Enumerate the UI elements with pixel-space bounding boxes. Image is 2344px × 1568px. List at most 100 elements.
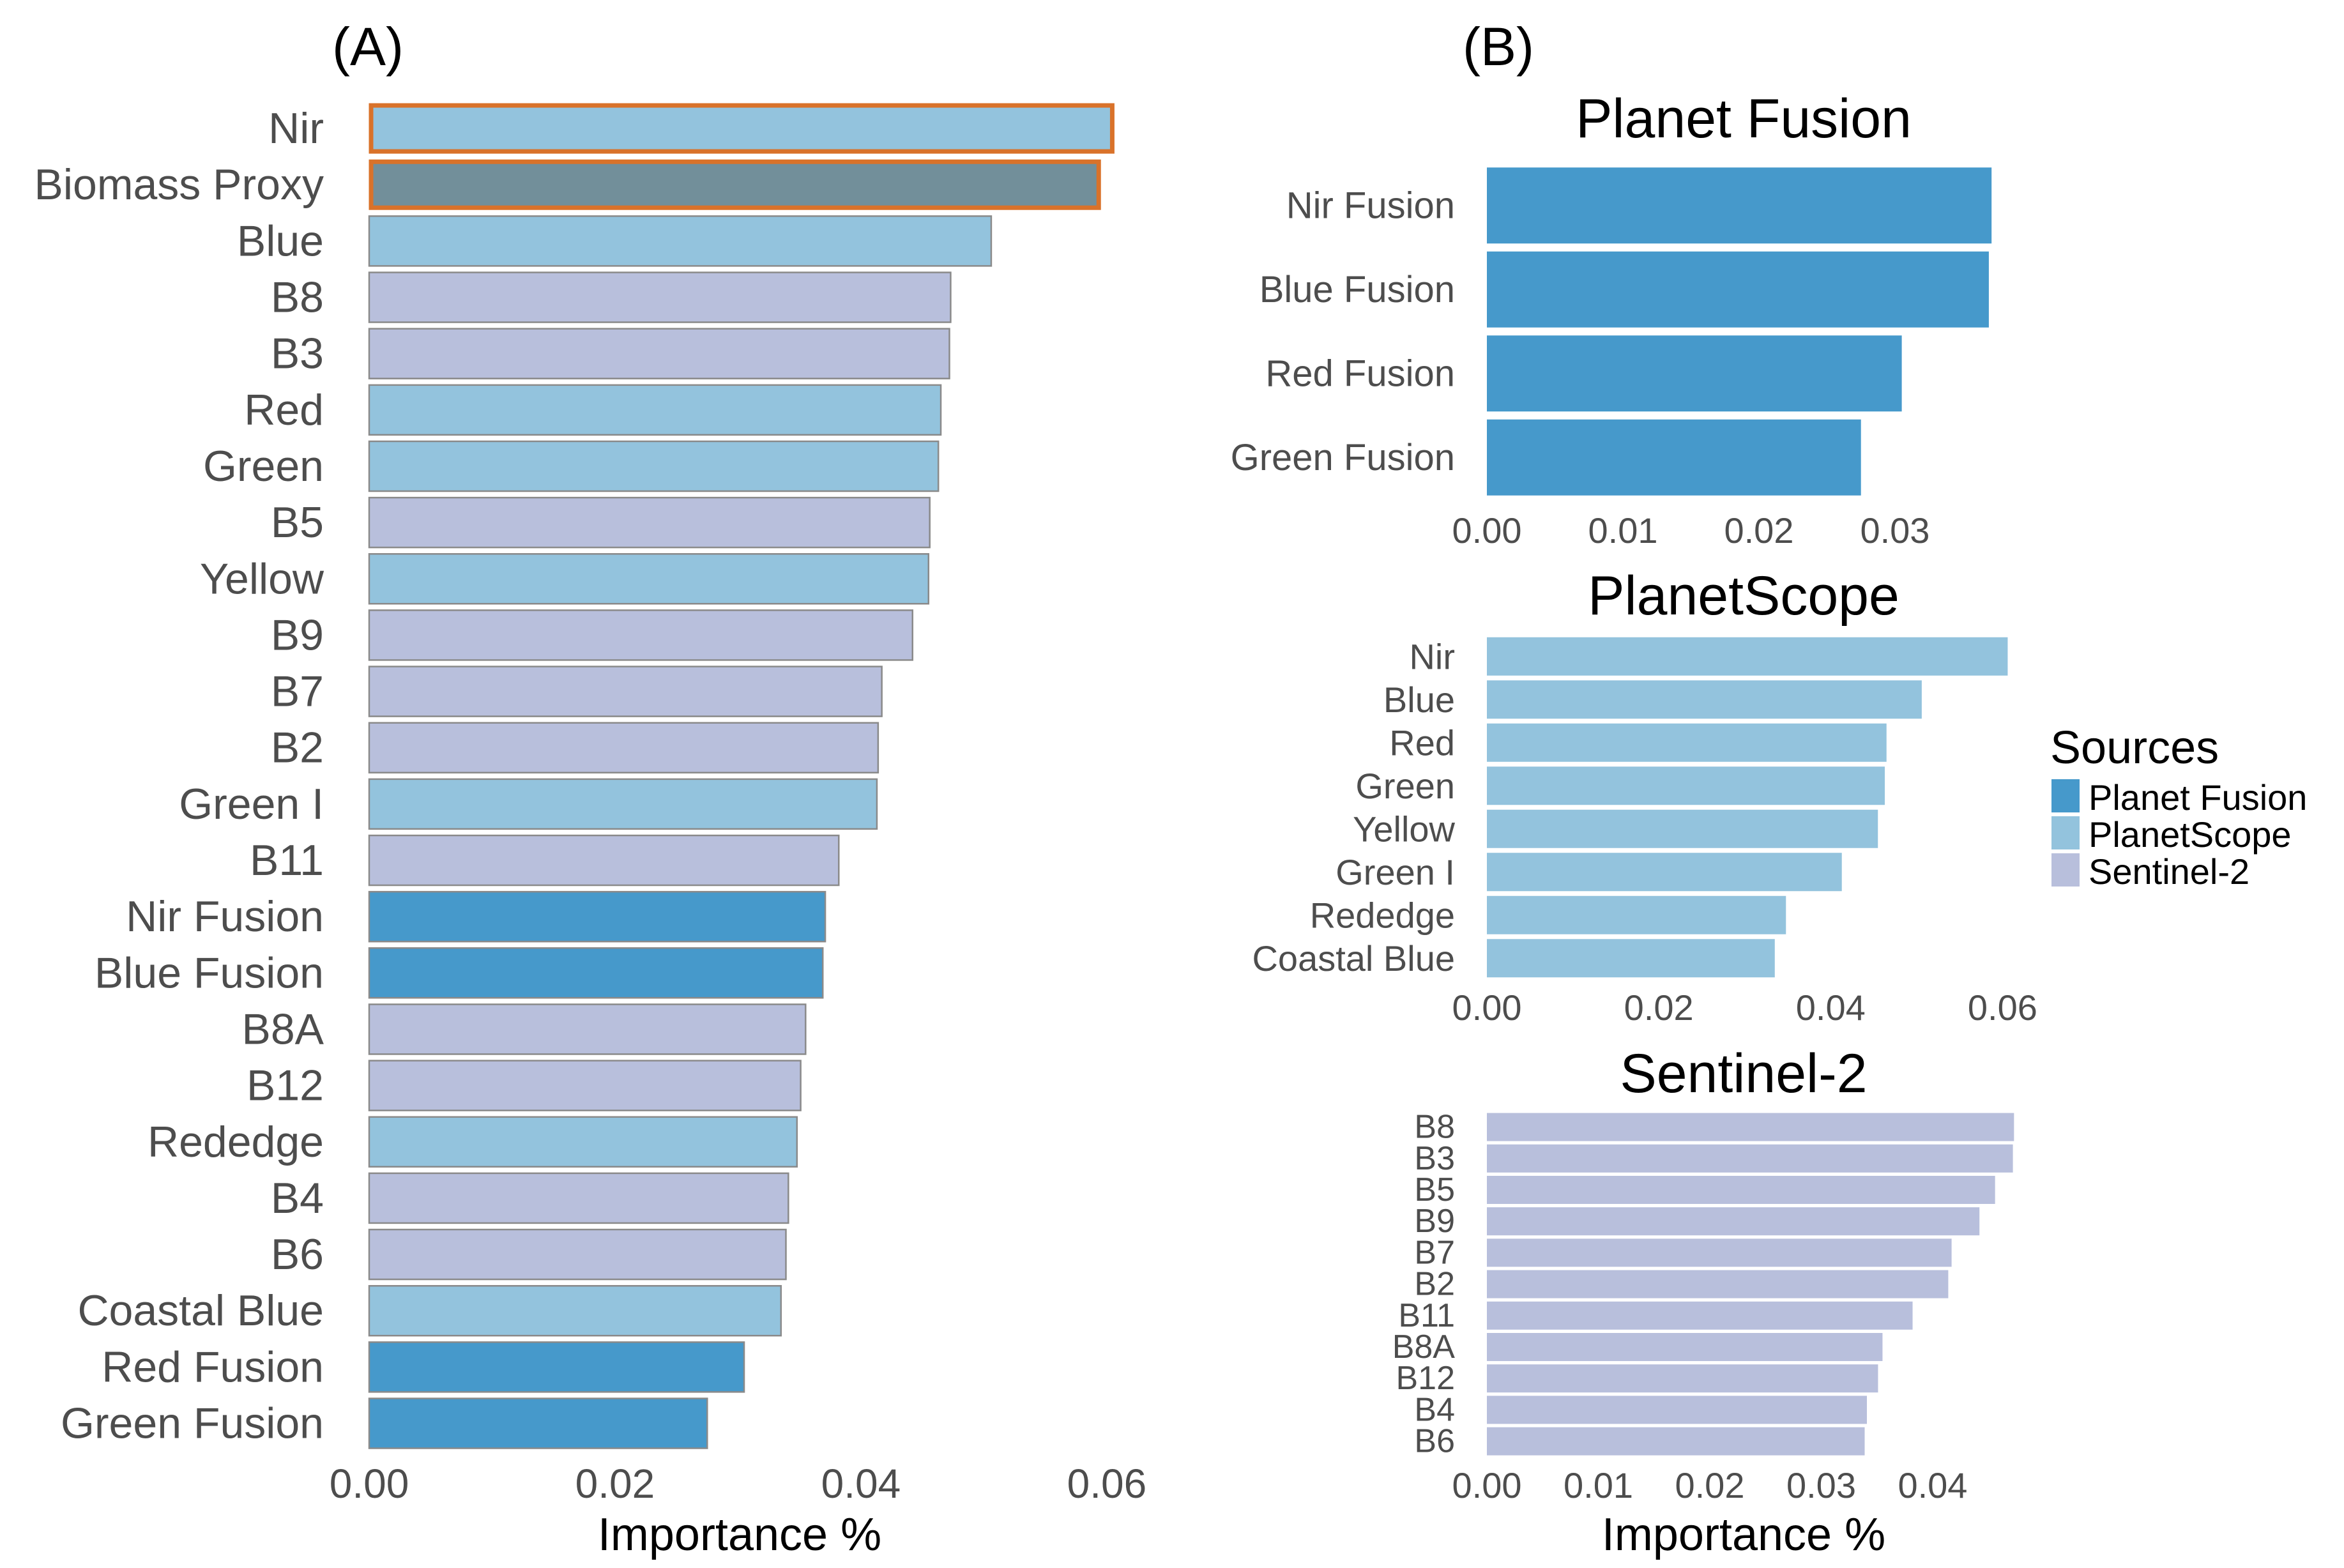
a-bar-b11 <box>368 834 840 887</box>
sentinel-2-bar-b6 <box>1487 1427 1865 1456</box>
planetscope-bar-yellow <box>1487 809 1878 848</box>
a-category-label-rededge: Rededge <box>148 1118 324 1166</box>
sentinel-2-category-label-b6: B6 <box>1414 1423 1455 1460</box>
planetscope-bar-green-i <box>1487 853 1842 892</box>
planet-fusion-title: Planet Fusion <box>1576 88 1912 149</box>
legend-swatch-sentinel-2 <box>2051 853 2080 887</box>
a-category-label-green-i: Green I <box>179 780 324 828</box>
a-bar-b9 <box>368 609 914 661</box>
planetscope-bar-red <box>1487 723 1887 762</box>
a-x-tick-label-0-00: 0.00 <box>330 1461 409 1507</box>
a-category-label-blue: Blue <box>237 217 324 265</box>
a-x-tick-label-0-06: 0.06 <box>1067 1461 1147 1507</box>
sentinel-2-bar-b2 <box>1487 1270 1949 1298</box>
a-bar-biomass-proxy <box>369 159 1101 210</box>
sentinel-2-x-tick-label-0-02: 0.02 <box>1675 1465 1744 1505</box>
sentinel-2-bars <box>1487 1113 2014 1456</box>
a-category-label-b11: B11 <box>250 836 324 885</box>
planet-fusion-x-ticks: 0.00 0.01 0.02 0.03 <box>1452 510 1930 551</box>
sentinel-2-title: Sentinel-2 <box>1620 1043 1867 1104</box>
a-category-label-blue-fusion: Blue Fusion <box>95 948 324 997</box>
legend-swatch-planet-fusion <box>2051 779 2080 812</box>
sentinel-2-bar-b12 <box>1487 1364 1878 1393</box>
sentinel-2-bar-b3 <box>1487 1144 2013 1173</box>
sentinel-2-x-tick-label-0-01: 0.01 <box>1564 1465 1633 1505</box>
a-category-label-b7: B7 <box>271 667 324 716</box>
planetscope-category-label-red: Red <box>1389 722 1455 763</box>
planet-fusion-category-label-nir-fusion: Nir Fusion <box>1286 185 1455 226</box>
planet-fusion-x-tick-label-0-02: 0.02 <box>1724 510 1793 551</box>
planetscope-title: PlanetScope <box>1588 565 1899 627</box>
a-category-label-yellow: Yellow <box>200 554 324 603</box>
sentinel-2-bar-b8 <box>1487 1113 2014 1141</box>
legend-label-planet-fusion: Planet Fusion <box>2089 777 2307 818</box>
a-bar-green <box>368 440 940 492</box>
a-category-label-coastal-blue: Coastal Blue <box>77 1286 324 1335</box>
planet-fusion-bar-nir-fusion <box>1487 167 1992 244</box>
planet-fusion-category-labels: Nir Fusion Blue Fusion Red Fusion Green Fus… <box>1231 185 1455 478</box>
a-bar-yellow <box>368 553 930 605</box>
sentinel-2-x-tick-label-0-00: 0.00 <box>1452 1465 1522 1505</box>
a-bar-rededge <box>368 1116 798 1168</box>
planet-fusion-x-tick-label-0-03: 0.03 <box>1860 510 1929 551</box>
planetscope-bar-green <box>1487 766 1885 805</box>
planet-fusion-x-tick-label-0-01: 0.01 <box>1588 510 1657 551</box>
sentinel-2-category-label-b3: B3 <box>1414 1140 1455 1177</box>
a-bar-blue <box>368 215 993 267</box>
sentinel-2-bar-b5 <box>1487 1176 1995 1204</box>
sentinel-2-category-label-b7: B7 <box>1414 1234 1455 1271</box>
a-bar-green-i <box>368 778 878 830</box>
panel-b-planet-fusion: Planet Fusion Nir Fusion Blue Fusion Red F… <box>1231 88 1992 551</box>
a-category-label-b8: B8 <box>271 273 324 322</box>
sentinel-2-bar-b4 <box>1487 1396 1868 1424</box>
a-category-label-nir: Nir <box>268 104 324 153</box>
a-bar-red-fusion <box>368 1341 745 1393</box>
sentinel-2-category-label-b8a: B8A <box>1392 1328 1456 1366</box>
a-category-label-red: Red <box>244 386 324 434</box>
a-category-label-nir-fusion: Nir Fusion <box>126 892 324 941</box>
panel-b-x-axis-title: Importance % <box>1602 1509 1885 1560</box>
planetscope-bar-blue <box>1487 680 1922 719</box>
planet-fusion-x-tick-label-0-00: 0.00 <box>1452 510 1522 551</box>
sentinel-2-bar-b11 <box>1487 1301 1913 1330</box>
panel-a: (A) Nir Biomass Proxy Blue B8 B3 Red Green B5 Ye… <box>34 17 1147 1560</box>
planet-fusion-category-label-green-fusion: Green Fusion <box>1231 437 1455 478</box>
legend-label-sentinel-2: Sentinel-2 <box>2089 851 2249 892</box>
a-bar-b6 <box>368 1228 787 1281</box>
planetscope-category-label-yellow: Yellow <box>1353 809 1455 849</box>
legend-title: Sources <box>2050 722 2219 773</box>
planet-fusion-bars <box>1487 167 1992 496</box>
a-bar-b8 <box>368 271 952 323</box>
sentinel-2-category-label-b8: B8 <box>1414 1109 1455 1146</box>
planet-fusion-category-label-blue-fusion: Blue Fusion <box>1260 269 1455 310</box>
a-category-label-green: Green <box>203 442 324 491</box>
a-category-label-b5: B5 <box>271 498 324 547</box>
planetscope-x-tick-label-0-04: 0.04 <box>1796 987 1866 1028</box>
planetscope-bar-nir <box>1487 637 2008 676</box>
planet-fusion-bar-green-fusion <box>1487 419 1861 496</box>
legend-swatch-planetscope <box>2051 816 2080 849</box>
sentinel-2-x-tick-label-0-04: 0.04 <box>1898 1465 1967 1505</box>
a-bar-green-fusion <box>368 1397 708 1449</box>
panel-a-x-axis-title: Importance % <box>598 1509 881 1560</box>
a-x-tick-label-0-02: 0.02 <box>575 1461 655 1507</box>
a-category-label-green-fusion: Green Fusion <box>61 1399 324 1448</box>
a-bar-b4 <box>368 1172 789 1224</box>
a-category-label-b9: B9 <box>271 611 324 659</box>
panel-a-category-labels: Nir Biomass Proxy Blue B8 B3 Red Green B5 Yellow… <box>34 104 324 1447</box>
panel-a-label: (A) <box>332 17 404 77</box>
a-bar-b7 <box>368 666 883 717</box>
planetscope-x-ticks: 0.00 0.02 0.04 0.06 <box>1452 987 2037 1028</box>
a-bar-b5 <box>368 496 931 549</box>
panel-a-x-ticks: 0.00 0.02 0.04 0.06 <box>330 1461 1146 1507</box>
a-bar-red <box>368 384 942 436</box>
sentinel-2-bar-b8a <box>1487 1333 1883 1361</box>
a-category-label-b6: B6 <box>271 1230 324 1279</box>
a-bar-b3 <box>368 328 950 379</box>
planetscope-x-tick-label-0-06: 0.06 <box>1968 987 2037 1028</box>
a-category-label-biomass-proxy: Biomass Proxy <box>34 160 324 209</box>
planetscope-category-label-coastal-blue: Coastal Blue <box>1252 938 1455 978</box>
sentinel-2-category-label-b5: B5 <box>1414 1171 1455 1208</box>
